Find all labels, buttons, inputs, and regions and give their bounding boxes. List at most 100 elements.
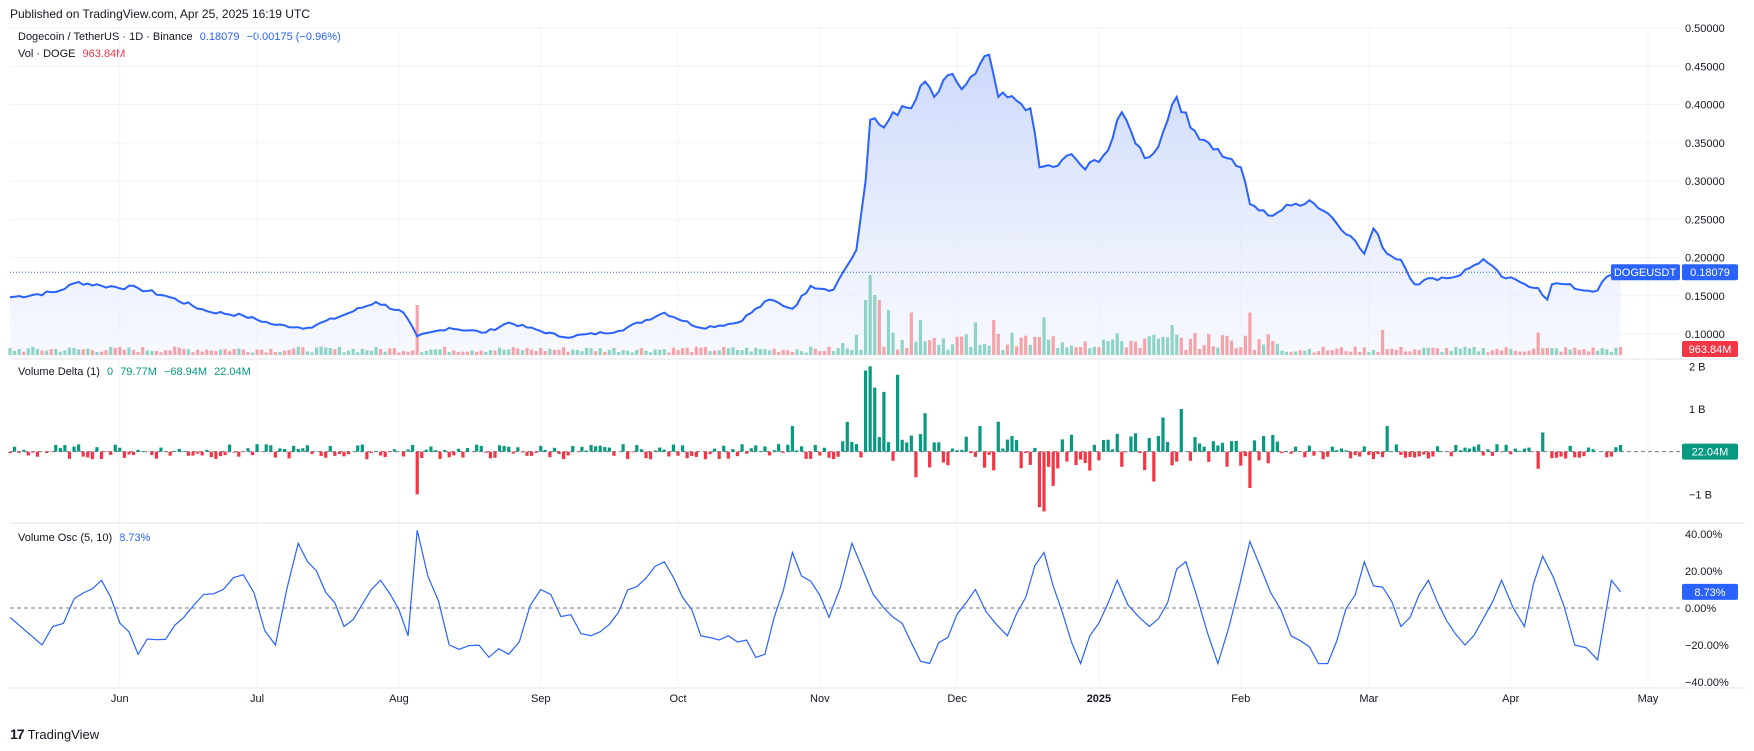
delta-bar [17, 451, 21, 453]
symbol-title[interactable]: Dogecoin / TetherUS · 1D · Binance [18, 31, 193, 43]
volume-bar [1037, 336, 1042, 355]
volume-tag-label: 963.84M [1689, 344, 1732, 356]
volume-bar [923, 341, 927, 355]
delta-bar [1010, 436, 1014, 452]
delta-bar [502, 445, 506, 452]
delta-bar [758, 451, 762, 452]
delta-bar [424, 449, 428, 452]
volume-bar [863, 300, 868, 355]
delta-bar [379, 451, 383, 456]
delta-bar [63, 445, 67, 452]
volume-bar [662, 349, 666, 355]
volume-bar [1326, 350, 1330, 355]
delta-bar [1591, 449, 1595, 452]
delta-bar [429, 446, 433, 452]
delta-bar [1060, 439, 1064, 452]
x-tick-label: Aug [389, 693, 409, 705]
delta-bar [223, 451, 227, 456]
volume-bar [1445, 348, 1449, 355]
delta-bar [415, 451, 419, 495]
volume-label[interactable]: Vol · DOGE [18, 48, 76, 60]
x-tick-label: Apr [1502, 693, 1519, 705]
volume-bar [1348, 351, 1353, 355]
x-tick-label: Sep [531, 693, 551, 705]
volume-bar [1028, 344, 1032, 355]
delta-bar [282, 449, 287, 452]
volume-bar [1207, 333, 1211, 355]
volume-bar [1435, 348, 1440, 355]
delta-bar [1001, 448, 1005, 452]
volume-bar [1033, 336, 1037, 355]
volume-bar [1271, 340, 1275, 355]
volume-bar [557, 349, 561, 355]
volume-bar [420, 352, 424, 355]
volume-bar [113, 347, 117, 355]
delta-bar [1362, 446, 1366, 452]
volume-bar [1156, 338, 1161, 355]
volume-bar [1605, 349, 1609, 355]
volume-bar [237, 348, 241, 355]
delta-bar [662, 449, 666, 452]
volume-bar [1413, 349, 1417, 355]
delta-bar [461, 451, 465, 458]
delta-bar [1454, 444, 1458, 452]
volume-bar [1005, 344, 1010, 355]
delta-bar [113, 444, 117, 452]
volume-bar [1065, 347, 1069, 355]
delta-bar [365, 451, 369, 460]
volume-bar [836, 348, 840, 355]
delta-bar [667, 451, 671, 457]
osc-line [9, 530, 1621, 666]
volume-bar [461, 351, 465, 355]
volume-bar [131, 349, 136, 355]
volume-bar [584, 347, 589, 355]
volume-bar [310, 352, 314, 355]
brand[interactable]: 17 TradingView [10, 726, 99, 742]
volume-bar [168, 350, 172, 355]
volume-bar [1477, 351, 1481, 355]
delta-bar [319, 451, 323, 456]
y-tick-label: 0.40000 [1685, 100, 1725, 112]
delta-bar [1179, 408, 1183, 452]
volume-bar [1220, 335, 1225, 355]
volume-bar [1010, 332, 1014, 355]
delta-y-tick-label: 2 B [1689, 361, 1706, 373]
volume-bar [1582, 349, 1586, 355]
volume-bar [786, 350, 790, 355]
volume-bar [1097, 347, 1101, 355]
volume-bar [1504, 347, 1508, 355]
volume-bar [475, 351, 479, 355]
volume-bar [1243, 335, 1247, 355]
delta-bar [1426, 451, 1430, 459]
delta-bar [1472, 446, 1476, 452]
delta-bar [1486, 449, 1490, 452]
volume-bar [1019, 337, 1023, 355]
volume-bar [978, 344, 982, 355]
volume-bar [511, 347, 515, 355]
delta-bar [374, 451, 378, 452]
volume-bar [296, 346, 300, 355]
volume-bar [795, 349, 799, 355]
volume-delta-label[interactable]: Volume Delta (1) [18, 366, 100, 378]
volume-bar [1495, 349, 1499, 355]
volume-osc-label[interactable]: Volume Osc (5, 10) [18, 532, 113, 544]
delta-bar [896, 374, 900, 452]
volume-bar [12, 350, 17, 355]
volume-bar [539, 347, 543, 355]
delta-bar [1202, 446, 1206, 452]
osc-tag [1682, 583, 1738, 600]
delta-bar [1216, 445, 1220, 452]
volume-bar [781, 349, 785, 355]
delta-bar [863, 370, 868, 452]
volume-bar [1129, 340, 1133, 355]
volume-bar [745, 347, 749, 355]
volume-bar [1609, 351, 1613, 355]
delta-bar [818, 451, 822, 456]
volume-bar [777, 351, 781, 355]
delta-bar [1234, 441, 1238, 452]
volume-bar [136, 351, 140, 355]
delta-bar [1541, 432, 1545, 452]
delta-bar [406, 449, 410, 452]
delta-bar [571, 446, 575, 452]
